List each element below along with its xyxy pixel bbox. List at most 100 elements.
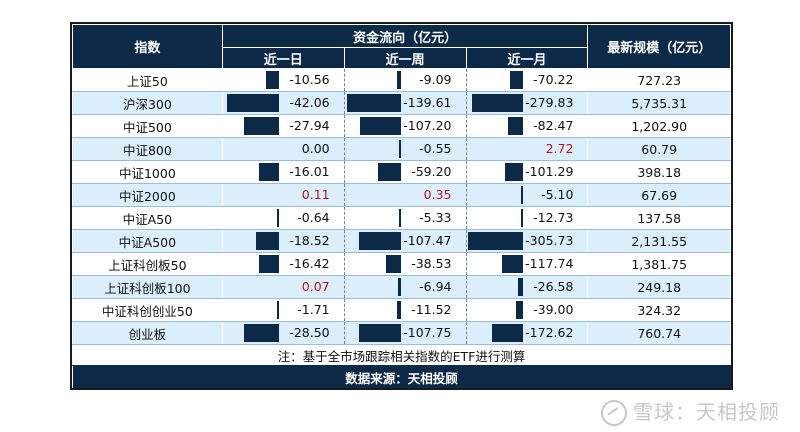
flow-cell-w1: -139.61 — [343, 91, 467, 115]
flow-value: -305.73 — [525, 233, 574, 248]
outflow-bar — [491, 324, 523, 342]
outflow-bar — [258, 163, 279, 181]
outflow-bar — [471, 94, 523, 112]
outflow-bar — [467, 232, 523, 250]
outflow-bar — [346, 94, 401, 112]
flow-value: -26.58 — [533, 279, 574, 294]
flow-value: -18.52 — [289, 233, 330, 248]
data-source: 数据来源：天相投顾 — [72, 365, 731, 388]
outflow-bar — [520, 209, 523, 227]
flow-value: -101.29 — [525, 164, 574, 179]
flow-cell-w1: -6.94 — [343, 275, 467, 299]
flow-value: -11.52 — [411, 302, 452, 317]
watermark-text: 雪球：天相投顾 — [633, 399, 780, 424]
outflow-bar — [276, 209, 279, 227]
outflow-bar — [359, 117, 401, 135]
flow-cell-w1: 0.35 — [343, 183, 467, 207]
index-name: 中证A50 — [72, 206, 223, 230]
table-row: 上证科创板50 -16.42 -38.53 -117.74 1,381.75 — [72, 252, 731, 276]
flow-cell-d1: -10.56 — [221, 68, 345, 92]
flow-value: -28.50 — [289, 325, 330, 340]
outflow-bar — [507, 117, 523, 135]
index-name: 中证1000 — [72, 160, 223, 184]
outflow-bar — [226, 94, 279, 112]
outflow-bar — [358, 232, 401, 250]
table-row: 中证500 -27.94 -107.20 -82.47 1,202.90 — [72, 114, 731, 138]
flow-cell-d1: -16.01 — [221, 160, 345, 184]
outflow-bar — [397, 278, 401, 296]
flow-cell-d1: -0.64 — [221, 206, 345, 230]
table-row: 中证A500 -18.52 -107.47 -305.73 2,131.55 — [72, 229, 731, 253]
outflow-bar — [501, 255, 523, 273]
flow-cell-m1: -70.22 — [465, 68, 589, 92]
latest-size: 60.79 — [587, 137, 731, 161]
header-latest-size: 最新规模（亿元） — [587, 24, 731, 69]
flow-value: -16.42 — [289, 256, 330, 271]
table-row: 中证1000 -16.01 -59.20 -101.29 398.18 — [72, 160, 731, 184]
flow-cell-w1: -107.20 — [343, 114, 467, 138]
latest-size: 137.58 — [587, 206, 731, 230]
table-row: 中证2000 0.11 0.35 -5.10 67.69 — [72, 183, 731, 207]
flow-value: -27.94 — [289, 118, 330, 133]
latest-size: 1,381.75 — [587, 252, 731, 276]
watermark: 雪球：天相投顾 — [601, 396, 780, 426]
flow-cell-d1: 0.07 — [221, 275, 345, 299]
table-row: 上证50 -10.56 -9.09 -70.22 727.23 — [72, 68, 731, 92]
latest-size: 5,735.31 — [587, 91, 731, 115]
flow-cell-m1: -26.58 — [465, 275, 589, 299]
outflow-bar — [258, 255, 279, 273]
header-index: 指数 — [72, 24, 223, 69]
latest-size: 727.23 — [587, 68, 731, 92]
flow-cell-d1: -27.94 — [221, 114, 345, 138]
flow-value: -6.94 — [419, 279, 452, 294]
flow-cell-m1: -39.00 — [465, 298, 589, 322]
flow-cell-w1: -5.33 — [343, 206, 467, 230]
etf-flow-table: 指数 资金流向（亿元） 最新规模（亿元） 近一日 近一周 近一月 上证50 -10… — [70, 22, 733, 390]
outflow-bar — [396, 301, 401, 319]
flow-value: -16.01 — [289, 164, 330, 179]
flow-value: -42.06 — [289, 95, 330, 110]
flow-cell-m1: -101.29 — [465, 160, 589, 184]
flow-cell-m1: -172.62 — [465, 321, 589, 345]
outflow-bar — [504, 163, 523, 181]
table-row: 上证科创板100 0.07 -6.94 -26.58 249.18 — [72, 275, 731, 299]
flow-value: -172.62 — [525, 325, 574, 340]
flow-value: -117.74 — [525, 256, 574, 271]
outflow-bar — [398, 140, 401, 158]
flow-cell-d1: -16.42 — [221, 252, 345, 276]
flow-value: -139.61 — [403, 95, 452, 110]
flow-cell-w1: -107.75 — [343, 321, 467, 345]
flow-value: -107.75 — [403, 325, 452, 340]
outflow-bar — [243, 324, 279, 342]
index-name: 中证800 — [72, 137, 223, 161]
flow-value: -107.47 — [403, 233, 452, 248]
table-body: 上证50 -10.56 -9.09 -70.22 727.23 沪深300 -42.06 -1… — [72, 68, 731, 345]
flow-table: 指数 资金流向（亿元） 最新规模（亿元） 近一日 近一周 近一月 上证50 -10… — [72, 24, 731, 388]
footnote: 注：基于全市场跟踪相关指数的ETF进行测算 — [72, 344, 731, 366]
flow-value: -279.83 — [525, 95, 574, 110]
flow-value: -107.20 — [403, 118, 452, 133]
header-period-month: 近一月 — [465, 47, 589, 69]
flow-value: -1.71 — [297, 302, 330, 317]
outflow-bar — [265, 71, 279, 89]
flow-value: -70.22 — [533, 72, 574, 87]
index-name: 中证A500 — [72, 229, 223, 253]
index-name: 沪深300 — [72, 91, 223, 115]
flow-value: 0.11 — [301, 187, 330, 202]
table-row: 中证科创创业50 -1.71 -11.52 -39.00 324.32 — [72, 298, 731, 322]
flow-cell-d1: -18.52 — [221, 229, 345, 253]
flow-value: -5.10 — [541, 187, 574, 202]
flow-cell-d1: -1.71 — [221, 298, 345, 322]
outflow-bar — [515, 301, 523, 319]
latest-size: 249.18 — [587, 275, 731, 299]
latest-size: 760.74 — [587, 321, 731, 345]
latest-size: 324.32 — [587, 298, 731, 322]
table-row: 创业板 -28.50 -107.75 -172.62 760.74 — [72, 321, 731, 345]
outflow-bar — [377, 163, 401, 181]
index-name: 中证2000 — [72, 183, 223, 207]
outflow-bar — [517, 278, 523, 296]
flow-value: -0.55 — [419, 141, 452, 156]
flow-cell-w1: -0.55 — [343, 137, 467, 161]
header-period-day: 近一日 — [221, 47, 345, 69]
flow-cell-d1: 0.00 — [221, 137, 345, 161]
